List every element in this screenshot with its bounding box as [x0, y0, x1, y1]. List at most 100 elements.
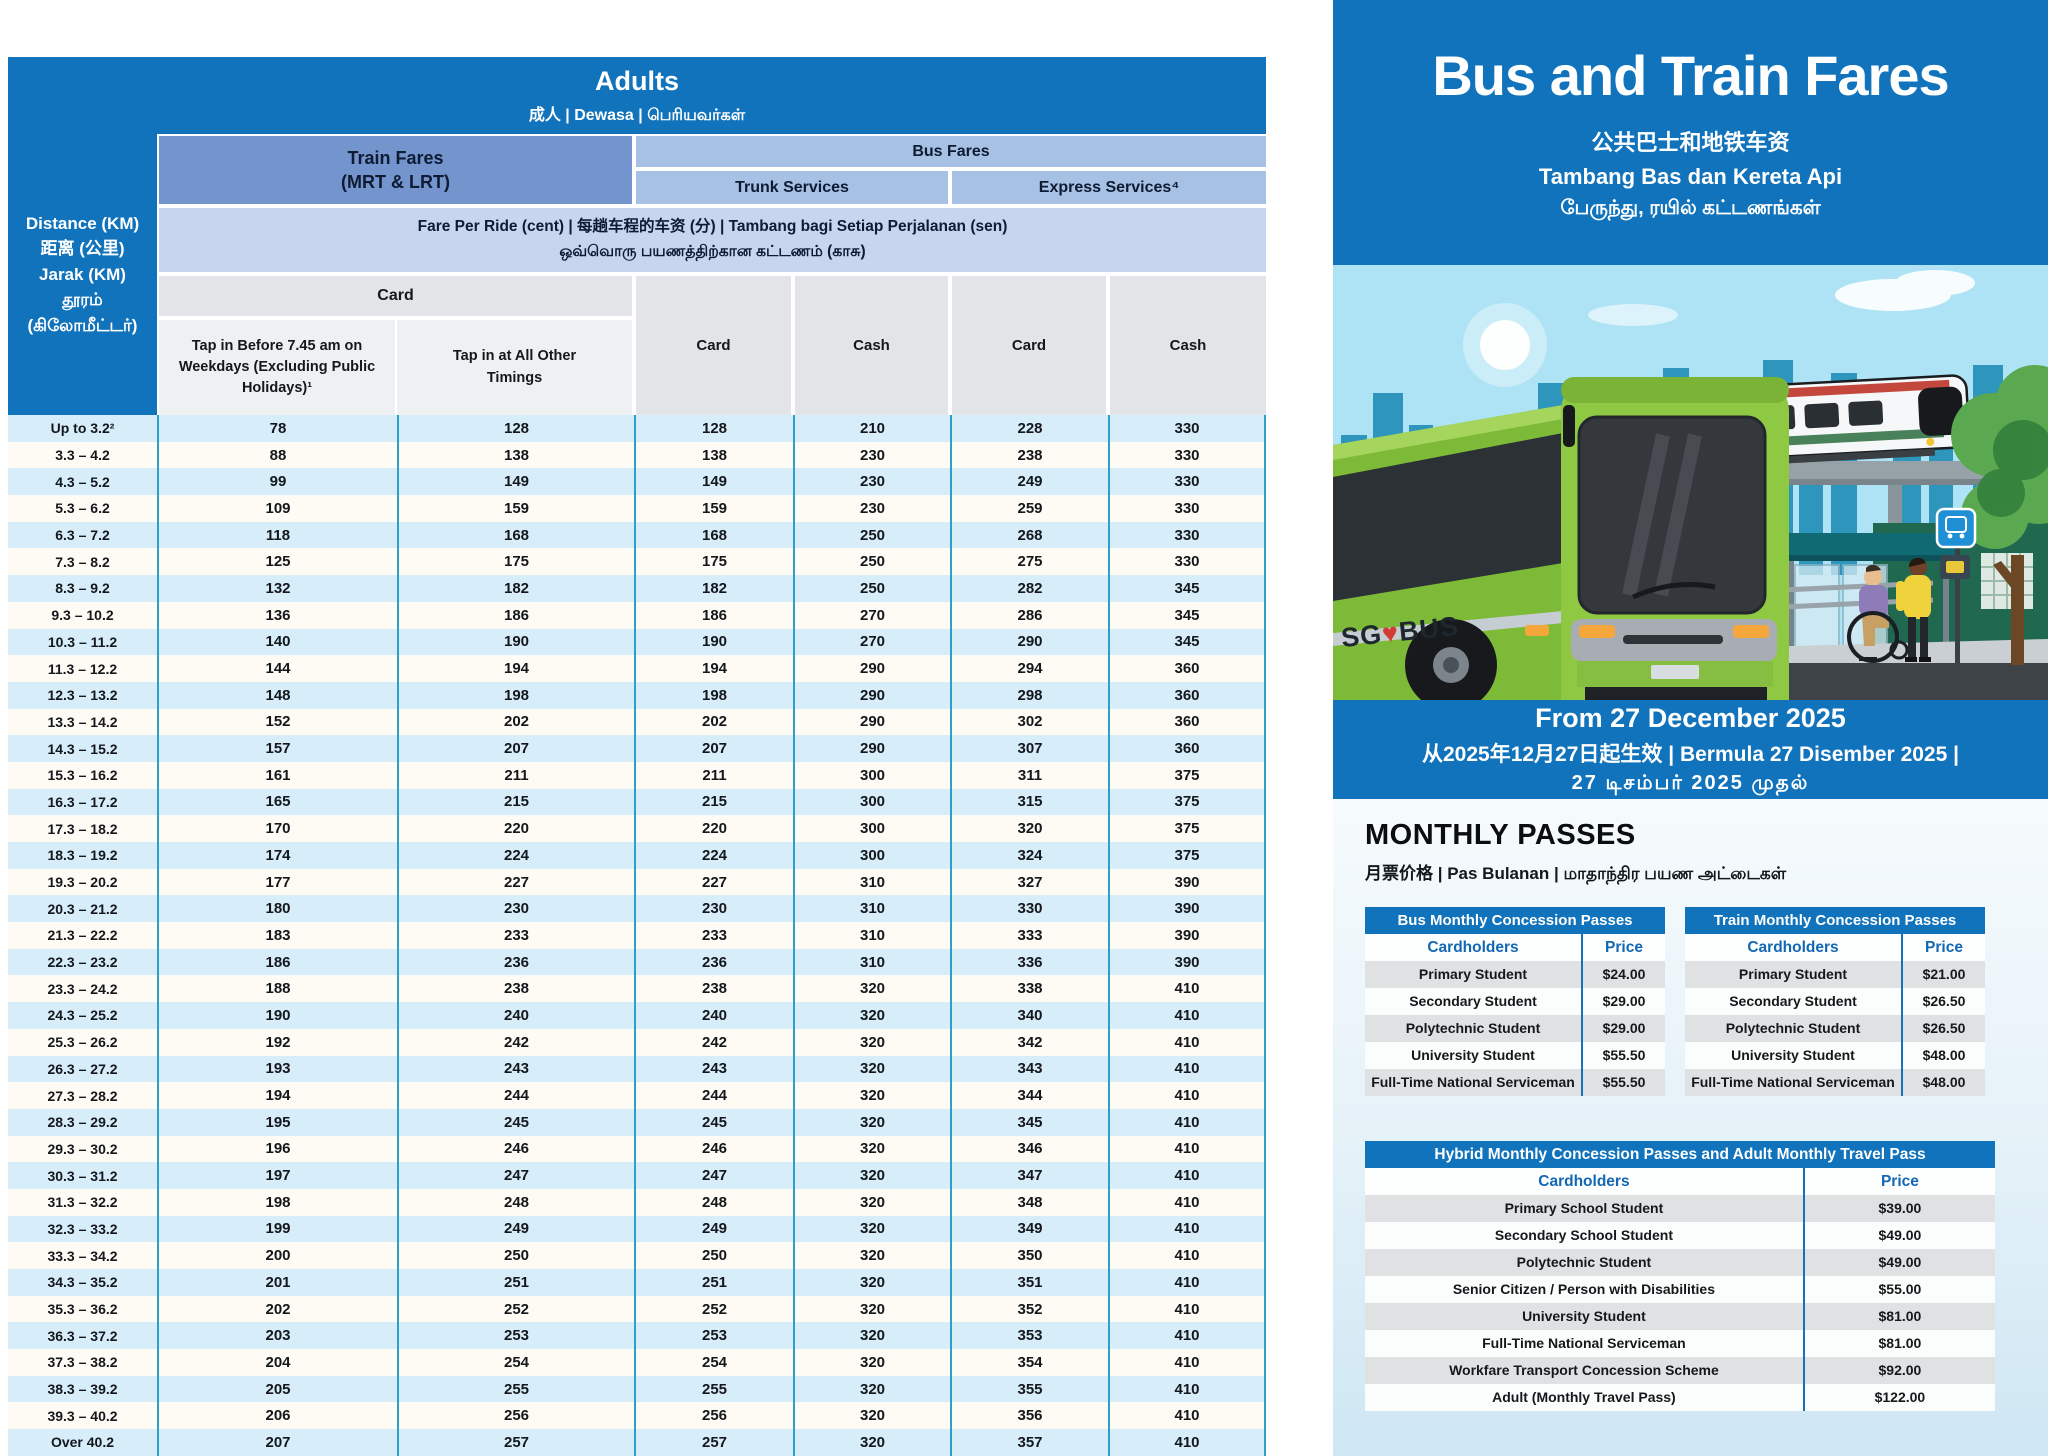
fare-cell: 324 — [950, 842, 1108, 869]
page-title-tamil: பேருந்து, ரயில் கட்டணங்கள் — [1560, 197, 1821, 219]
bus-pass-table-columns: Cardholders Price — [1365, 934, 1665, 961]
fare-cell: 320 — [793, 1402, 950, 1430]
fare-cell: 320 — [793, 1375, 950, 1403]
fare-cell: 88 — [157, 441, 397, 469]
sun-icon — [1463, 303, 1547, 387]
fare-cell: 159 — [397, 495, 634, 522]
fare-cell: 196 — [157, 1135, 397, 1163]
fare-cell: 128 — [634, 415, 793, 442]
distance-cell: 13.3 – 14.2 — [47, 713, 118, 730]
fare-cell: 202 — [634, 708, 793, 736]
fare-cell: 224 — [634, 842, 793, 869]
price-cell: $92.00 — [1802, 1357, 1995, 1384]
table-row: Full-Time National Serviceman $48.00 — [1685, 1069, 1985, 1096]
distance-cell: 37.3 – 38.2 — [47, 1354, 118, 1371]
distance-cell: 10.3 – 11.2 — [47, 633, 118, 650]
price-cell: $29.00 — [1581, 1015, 1665, 1042]
fare-cell: 249 — [950, 468, 1108, 496]
fare-cell: 125 — [157, 548, 397, 576]
price-cell: $24.00 — [1581, 961, 1665, 988]
fare-cell: 351 — [950, 1269, 1108, 1296]
fare-cell: 198 — [397, 681, 634, 709]
price-cell: $81.00 — [1802, 1303, 1995, 1330]
tree — [1951, 365, 2048, 665]
fare-cell: 140 — [157, 628, 397, 656]
price-cell: $81.00 — [1802, 1330, 1995, 1357]
fare-cell: 250 — [793, 548, 950, 576]
fare-cell: 320 — [793, 1055, 950, 1083]
fare-cell: 410 — [1108, 1349, 1266, 1376]
fare-cell: 330 — [1108, 441, 1266, 469]
fare-cell: 168 — [634, 521, 793, 549]
cardholder-cell: Full-Time National Serviceman — [1482, 1334, 1686, 1351]
fare-cell: 343 — [950, 1055, 1108, 1083]
fare-cell: 198 — [634, 681, 793, 709]
fare-cell: 144 — [157, 655, 397, 682]
fare-cell: 138 — [634, 441, 793, 469]
table-row: 5.3 – 6.2 109 159 159 230 259 330 — [8, 495, 1266, 522]
fare-cell: 375 — [1108, 761, 1266, 789]
fare-cell: 250 — [397, 1242, 634, 1269]
fare-cell: 190 — [634, 628, 793, 656]
price-column-header: Price — [1802, 1168, 1995, 1195]
fare-cell: 300 — [793, 761, 950, 789]
table-row: 21.3 – 22.2 183 233 233 310 333 390 — [8, 922, 1266, 949]
table-row: 18.3 – 19.2 174 224 224 300 324 375 — [8, 842, 1266, 869]
title-block: Bus and Train Fares 公共巴士和地铁车资 Tambang Ba… — [1333, 0, 2048, 265]
fare-cell: 207 — [634, 735, 793, 762]
cardholder-cell: Primary Student — [1738, 965, 1848, 982]
fare-cell: 375 — [1108, 815, 1266, 842]
fare-cell: 345 — [1108, 575, 1266, 602]
fare-cell: 186 — [397, 601, 634, 629]
fare-cell: 149 — [634, 468, 793, 496]
cardholder-cell: Full-Time National Serviceman — [1691, 1073, 1895, 1090]
fare-cell: 190 — [157, 1002, 397, 1029]
fare-cell: 238 — [634, 975, 793, 1003]
fare-cell: 390 — [1108, 948, 1266, 976]
fare-cell: 251 — [634, 1269, 793, 1296]
fare-cell: 310 — [793, 895, 950, 923]
fare-cell: 290 — [793, 655, 950, 682]
pass-table-body: Primary School Student $39.00 Secondary Sc… — [1365, 1195, 1995, 1411]
distance-cell: 29.3 – 30.2 — [47, 1140, 118, 1157]
fare-cell: 202 — [157, 1295, 397, 1323]
fare-cell: 342 — [950, 1028, 1108, 1056]
fare-cell: 300 — [793, 842, 950, 869]
price-column-header: Price — [1581, 934, 1665, 961]
fare-cell: 345 — [950, 1108, 1108, 1136]
table-row: Full-Time National Serviceman $81.00 — [1365, 1330, 1995, 1357]
fare-cell: 320 — [793, 1269, 950, 1296]
cardholder-cell: University Student — [1731, 1046, 1855, 1063]
fare-cell: 390 — [1108, 895, 1266, 923]
fare-cell: 346 — [950, 1135, 1108, 1163]
fare-cell: 410 — [1108, 1135, 1266, 1163]
price-column-header: Price — [1901, 934, 1985, 961]
table-row: 14.3 – 15.2 157 207 207 290 307 360 — [8, 735, 1266, 762]
fare-cell: 347 — [950, 1162, 1108, 1189]
table-row: 32.3 – 33.2 199 249 249 320 349 410 — [8, 1215, 1266, 1243]
fare-cell: 240 — [634, 1002, 793, 1029]
cardholder-cell: Polytechnic Student — [1516, 1253, 1652, 1270]
fare-cell: 78 — [157, 415, 397, 442]
cardholder-cell: Secondary Student — [1409, 992, 1537, 1009]
distance-cell: 12.3 – 13.2 — [47, 687, 118, 704]
fare-cell: 320 — [793, 1215, 950, 1243]
fare-cell: 249 — [397, 1215, 634, 1243]
fare-cell: 186 — [634, 601, 793, 629]
table-row: Over 40.2 207 257 257 320 357 410 — [8, 1429, 1266, 1456]
fare-cell: 242 — [397, 1028, 634, 1056]
fare-cell: 330 — [1108, 548, 1266, 576]
train-monthly-pass-table: Train Monthly Concession Passes Cardhold… — [1685, 907, 1985, 1096]
fare-cell: 215 — [397, 788, 634, 816]
table-row: 27.3 – 28.2 194 244 244 320 344 410 — [8, 1082, 1266, 1109]
fare-cell: 255 — [397, 1375, 634, 1403]
distance-cell: 23.3 – 24.2 — [47, 980, 118, 997]
distance-cell: 34.3 – 35.2 — [47, 1274, 118, 1291]
table-row: 39.3 – 40.2 206 256 256 320 356 410 — [8, 1402, 1266, 1430]
distance-cell: 20.3 – 21.2 — [47, 900, 118, 917]
fare-cell: 199 — [157, 1215, 397, 1243]
table-row: 36.3 – 37.2 203 253 253 320 353 410 — [8, 1322, 1266, 1350]
distance-cell: 32.3 – 33.2 — [47, 1220, 118, 1237]
fare-cell: 330 — [1108, 468, 1266, 496]
fare-cell: 138 — [397, 441, 634, 469]
